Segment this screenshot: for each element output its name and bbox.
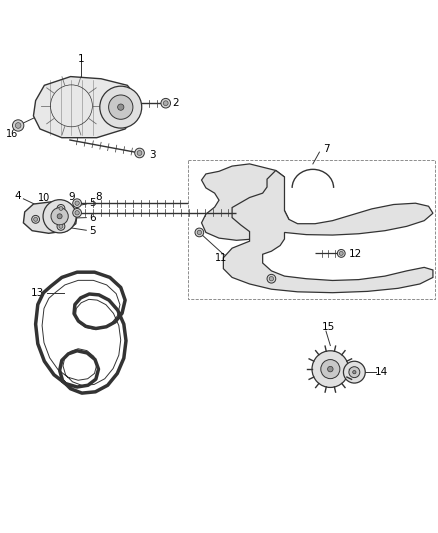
- Text: 6: 6: [89, 213, 95, 223]
- Circle shape: [73, 208, 81, 217]
- Circle shape: [59, 206, 63, 211]
- Circle shape: [328, 366, 333, 372]
- Circle shape: [51, 208, 68, 225]
- Circle shape: [73, 199, 81, 207]
- Circle shape: [100, 86, 142, 128]
- Circle shape: [15, 123, 21, 128]
- Circle shape: [32, 215, 39, 223]
- Circle shape: [312, 351, 349, 387]
- Polygon shape: [23, 202, 77, 233]
- Circle shape: [57, 222, 65, 230]
- Circle shape: [43, 200, 76, 233]
- Text: 14: 14: [375, 367, 389, 377]
- Circle shape: [118, 104, 124, 110]
- Circle shape: [197, 230, 201, 235]
- Polygon shape: [33, 77, 138, 138]
- Text: 9: 9: [68, 192, 75, 201]
- Circle shape: [353, 370, 356, 374]
- Text: 15: 15: [321, 322, 335, 332]
- Circle shape: [339, 252, 343, 255]
- Text: 5: 5: [89, 226, 95, 236]
- Circle shape: [59, 224, 63, 228]
- Circle shape: [57, 205, 65, 212]
- Circle shape: [12, 120, 24, 131]
- Text: 8: 8: [95, 192, 102, 201]
- Circle shape: [349, 367, 360, 377]
- Polygon shape: [201, 164, 289, 240]
- Circle shape: [57, 214, 62, 219]
- Circle shape: [195, 228, 204, 237]
- Polygon shape: [223, 171, 433, 293]
- Text: 7: 7: [323, 144, 329, 155]
- Circle shape: [337, 249, 345, 257]
- Text: 3: 3: [149, 150, 155, 160]
- Text: 16: 16: [7, 129, 18, 139]
- Circle shape: [343, 361, 365, 383]
- Circle shape: [137, 151, 142, 156]
- Text: 12: 12: [349, 249, 362, 259]
- Text: 2: 2: [172, 98, 179, 108]
- Circle shape: [34, 217, 38, 221]
- Circle shape: [269, 277, 274, 281]
- Circle shape: [321, 360, 340, 378]
- Circle shape: [135, 148, 145, 158]
- Circle shape: [75, 201, 79, 205]
- Circle shape: [109, 95, 133, 119]
- Circle shape: [163, 101, 168, 106]
- Text: 1: 1: [78, 54, 85, 64]
- Circle shape: [75, 211, 79, 215]
- Circle shape: [161, 99, 170, 108]
- Text: 5: 5: [89, 198, 95, 208]
- Circle shape: [267, 274, 276, 283]
- Text: 4: 4: [15, 191, 21, 201]
- Text: 10: 10: [38, 193, 50, 203]
- Text: 13: 13: [31, 288, 44, 298]
- Text: 11: 11: [215, 253, 227, 263]
